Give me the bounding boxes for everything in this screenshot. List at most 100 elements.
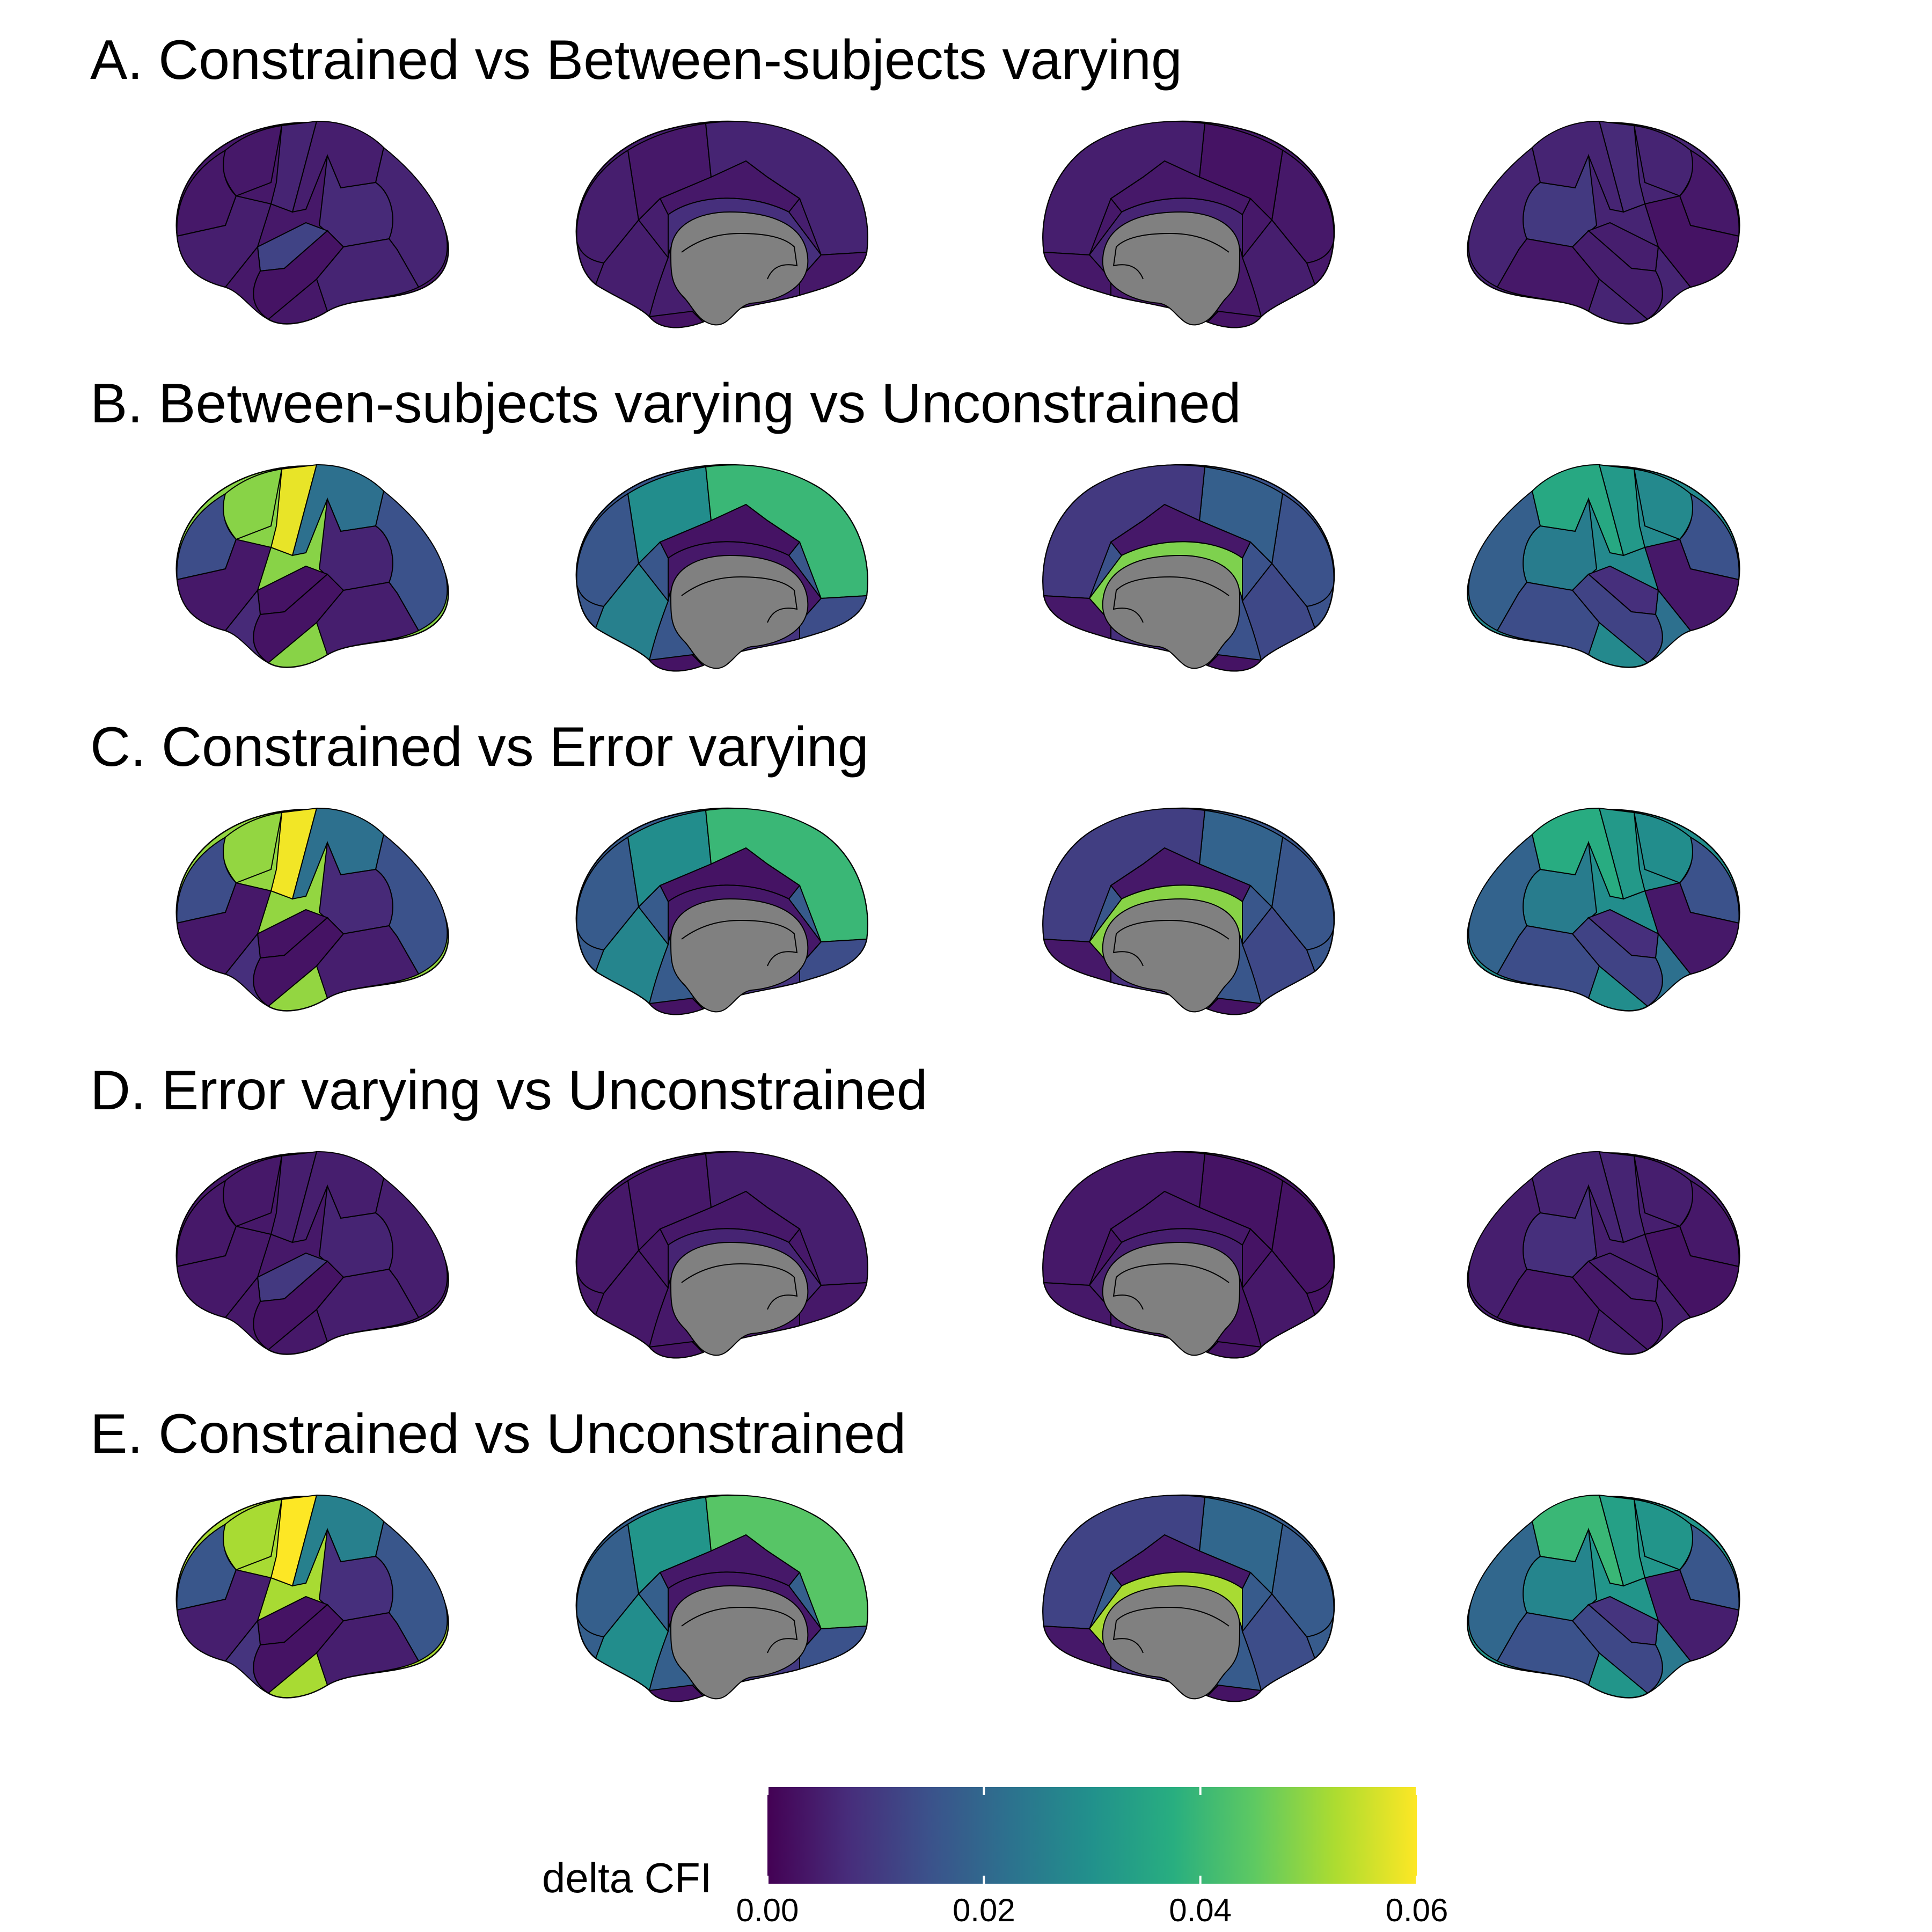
- panel-e: E. Constrained vs Unconstrained: [0, 1374, 1932, 1717]
- brain-region-7: [375, 147, 448, 288]
- brain-right-medial: [1042, 1494, 1335, 1702]
- brain-region-7: [1468, 833, 1541, 975]
- brain-region-2: [1598, 464, 1646, 557]
- medial-wall: [1102, 1585, 1241, 1700]
- brain-region-1: [576, 836, 640, 951]
- brain-region-2: [270, 807, 318, 900]
- brain-region-2: [1598, 1151, 1646, 1243]
- brain-region-7: [799, 1282, 868, 1327]
- brain-region-6: [595, 219, 669, 318]
- medial-wall-line: [681, 576, 798, 623]
- brain-region-8: [1644, 195, 1740, 288]
- brain-region-7: [799, 251, 868, 296]
- brain-region-6: [1241, 1249, 1316, 1348]
- brain-right-medial: [1042, 464, 1335, 672]
- medial-wall: [1102, 1241, 1241, 1356]
- brain-left-lateral: [175, 464, 449, 668]
- brain-region-7: [1468, 1520, 1541, 1662]
- brain-region-1: [576, 493, 640, 608]
- brain-right-medial: [1042, 120, 1335, 328]
- brain-region-11: [1647, 932, 1692, 1007]
- brain-region-11: [224, 932, 269, 1007]
- colorbar: [766, 1787, 1418, 1884]
- brain-region-2: [270, 120, 318, 213]
- brain-region-10: [1496, 1268, 1600, 1343]
- brain-left-medial: [575, 807, 868, 1015]
- brain-region-10: [1496, 1612, 1600, 1686]
- colorbar-legend: delta CFI 0.00 0.02 0.04 0.06: [0, 1771, 1932, 1932]
- brain-region-1: [1271, 1180, 1335, 1294]
- brain-left-lateral: [175, 1494, 449, 1699]
- brain-region-6: [1679, 149, 1740, 237]
- medial-wall-line: [681, 1263, 798, 1310]
- brain-region-2: [270, 1151, 318, 1243]
- panel-title: A. Constrained vs Between-subjects varyi…: [90, 29, 1182, 91]
- brain-region-8: [176, 195, 272, 288]
- brain-views: [175, 807, 1740, 1015]
- brain-region-7: [1043, 938, 1111, 983]
- brain-region-8: [176, 1569, 272, 1662]
- brain-region-7: [1043, 1625, 1111, 1670]
- legend-title: delta CFI: [542, 1854, 712, 1901]
- medial-wall-line: [681, 1606, 798, 1653]
- brain-region-7: [375, 1177, 448, 1319]
- brain-region-10: [1496, 925, 1600, 999]
- brain-right-medial: [1042, 807, 1335, 1015]
- brain-region-11: [1647, 1276, 1692, 1350]
- brain-right-lateral: [1467, 464, 1740, 668]
- brain-views: [175, 1151, 1740, 1359]
- brain-region-6: [1679, 836, 1740, 924]
- medial-wall: [670, 1241, 809, 1356]
- medial-wall: [670, 898, 809, 1013]
- brain-region-6: [595, 1593, 669, 1692]
- colorbar-gradient: [767, 1787, 1417, 1884]
- brain-region-7: [1043, 595, 1111, 640]
- brain-region-2: [1598, 807, 1646, 900]
- brain-region-6: [1241, 219, 1316, 318]
- brain-left-medial: [575, 120, 868, 328]
- brain-right-lateral: [1467, 120, 1740, 325]
- brain-left-lateral: [175, 120, 449, 325]
- brain-views: [175, 464, 1740, 672]
- brain-region-6: [1679, 1179, 1740, 1268]
- brain-region-8: [1644, 538, 1740, 632]
- brain-region-6: [595, 906, 669, 1005]
- brain-region-7: [1468, 147, 1541, 288]
- medial-wall: [670, 554, 809, 669]
- medial-wall-line: [1113, 232, 1230, 280]
- brain-region-7: [1468, 1177, 1541, 1319]
- brain-region-8: [176, 882, 272, 975]
- brain-region-10: [1496, 238, 1600, 312]
- brain-region-6: [1241, 906, 1316, 1005]
- brain-region-1: [1271, 836, 1335, 951]
- brain-region-6: [1241, 562, 1316, 661]
- colorbar-tick-label: 0.04: [1169, 1892, 1232, 1928]
- brain-region-7: [375, 833, 448, 975]
- medial-wall: [670, 1585, 809, 1700]
- medial-wall: [670, 211, 809, 326]
- brain-left-medial: [575, 1494, 868, 1702]
- colorbar-tick-label: 0.02: [952, 1892, 1015, 1928]
- brain-region-1: [1271, 149, 1335, 264]
- brain-region-11: [224, 1619, 269, 1694]
- brain-region-10: [316, 1612, 420, 1686]
- brain-region-11: [1647, 589, 1692, 663]
- brain-region-2: [1598, 120, 1646, 213]
- brain-right-lateral: [1467, 1494, 1740, 1699]
- brain-region-2: [1598, 1494, 1646, 1587]
- brain-region-6: [595, 562, 669, 661]
- brain-region-11: [224, 589, 269, 663]
- brain-region-7: [375, 490, 448, 632]
- medial-wall-line: [1113, 1606, 1230, 1653]
- brain-left-lateral: [175, 807, 449, 1012]
- brain-region-8: [176, 538, 272, 632]
- brain-left-medial: [575, 1151, 868, 1359]
- brain-region-1: [576, 149, 640, 264]
- colorbar-tick-label: 0.00: [736, 1892, 799, 1928]
- brain-views: [175, 120, 1740, 328]
- panel-title: C. Constrained vs Error varying: [90, 716, 869, 778]
- brain-views: [175, 1494, 1740, 1702]
- colorbar-tick-label: 0.06: [1385, 1892, 1448, 1928]
- panel-title: B. Between-subjects varying vs Unconstra…: [90, 372, 1241, 435]
- panel-title: D. Error varying vs Unconstrained: [90, 1059, 928, 1122]
